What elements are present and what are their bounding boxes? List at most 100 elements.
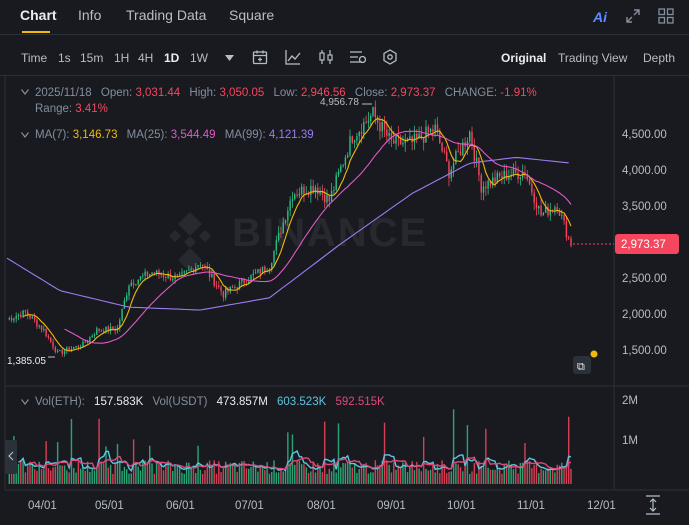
view-original[interactable]: Original xyxy=(501,51,547,65)
volume-bar xyxy=(402,462,404,484)
view-depth[interactable]: Depth xyxy=(643,51,676,65)
interval-dropdown-icon[interactable] xyxy=(225,55,234,61)
candle-body xyxy=(367,121,370,123)
collapse-volume-icon[interactable] xyxy=(21,399,29,405)
expand-icon[interactable] xyxy=(626,9,640,23)
candle-body xyxy=(73,347,75,349)
view-trading-view[interactable]: Trading View xyxy=(558,51,628,65)
volume-bar xyxy=(510,464,512,484)
candlesticks xyxy=(8,100,572,357)
candle-body xyxy=(245,283,248,285)
fit-scale-icon[interactable] xyxy=(646,495,660,515)
interval-1h[interactable]: 1H xyxy=(114,51,130,65)
volume-bar xyxy=(185,462,188,484)
ai-icon[interactable]: Ai xyxy=(593,9,607,25)
interval-1s[interactable]: 1s xyxy=(58,51,71,65)
high-label: High: xyxy=(189,87,217,99)
tab-square[interactable]: Square xyxy=(229,7,275,23)
price-chart[interactable]: BINANCE 4,956.78 1,385.05 4,500.00 4,000… xyxy=(0,76,689,525)
volume-bar xyxy=(47,468,50,484)
candle-body xyxy=(22,310,24,318)
interval-1w[interactable]: 1W xyxy=(190,51,208,65)
interval-15m[interactable]: 15m xyxy=(80,51,104,65)
candle-body xyxy=(381,121,383,132)
candle-body xyxy=(399,136,402,145)
tab-trading-data[interactable]: Trading Data xyxy=(126,7,207,23)
volume-bar xyxy=(282,471,284,484)
settings-icon[interactable] xyxy=(382,49,398,65)
calendar-icon[interactable] xyxy=(252,49,268,65)
candle-body xyxy=(517,172,519,179)
candlestick-type-icon[interactable] xyxy=(318,49,334,65)
candle-body xyxy=(142,275,144,277)
volume-bar xyxy=(326,473,328,484)
candle-body xyxy=(77,345,80,348)
candle-body xyxy=(132,282,135,285)
volume-bar xyxy=(264,470,266,484)
candle-body xyxy=(86,341,89,343)
volume-bar xyxy=(201,473,204,484)
price-tick: 1,500.00 xyxy=(622,345,667,357)
volume-bar xyxy=(17,463,20,484)
candle-body xyxy=(319,191,321,194)
volume-bar xyxy=(66,470,68,484)
candle-body xyxy=(195,267,197,272)
candle-body xyxy=(365,122,367,123)
volume-bar xyxy=(494,469,496,484)
interval-1d[interactable]: 1D xyxy=(164,51,180,65)
volume-bar xyxy=(411,461,413,484)
vol-ma2-value: 592.515K xyxy=(335,396,385,408)
candle-body xyxy=(501,176,503,178)
notes-button[interactable] xyxy=(573,356,591,374)
candle-body xyxy=(61,349,63,354)
candle-body xyxy=(386,129,388,136)
candle-body xyxy=(183,271,185,273)
volume-bar xyxy=(155,463,158,484)
volume-bar xyxy=(457,464,459,484)
candle-body xyxy=(204,266,206,267)
candle-body xyxy=(551,210,554,211)
volume-bar xyxy=(204,470,206,484)
volume-bar xyxy=(563,469,565,484)
volume-bar xyxy=(280,469,282,484)
candle-body xyxy=(314,187,317,193)
volume-bar xyxy=(229,463,232,484)
volume-bar xyxy=(178,467,181,484)
volume-bar xyxy=(188,462,190,484)
candle-body xyxy=(434,124,436,132)
candle-body xyxy=(556,207,558,211)
volume-bar xyxy=(165,463,167,484)
volume-bar xyxy=(139,470,142,484)
interval-4h[interactable]: 4H xyxy=(138,51,154,65)
candle-body xyxy=(211,273,213,277)
candle-body xyxy=(420,133,423,139)
volume-tick-2m: 2M xyxy=(622,395,638,407)
candle-body xyxy=(462,142,464,156)
volume-bar xyxy=(418,468,420,484)
candle-body xyxy=(413,133,416,143)
volume-bar xyxy=(390,472,393,484)
volume-bar xyxy=(300,464,303,484)
collapse-ma-icon[interactable] xyxy=(21,132,29,138)
chart-settings-icon[interactable] xyxy=(349,49,367,65)
candle-body xyxy=(344,157,347,166)
ma99-label: MA(99): xyxy=(224,129,266,141)
volume-bar xyxy=(199,469,202,484)
volume-bar xyxy=(554,472,556,484)
candle-body xyxy=(59,349,61,351)
candle-body xyxy=(277,232,280,241)
collapse-info-icon[interactable] xyxy=(21,89,29,95)
indicator-icon[interactable] xyxy=(285,49,301,65)
candle-body xyxy=(15,316,17,319)
candle-body xyxy=(155,270,158,274)
scroll-handle[interactable] xyxy=(5,440,17,474)
tab-chart[interactable]: Chart xyxy=(20,7,57,23)
candle-body xyxy=(519,177,522,179)
tab-info[interactable]: Info xyxy=(78,7,102,23)
candle-body xyxy=(404,139,406,144)
candle-body xyxy=(213,273,215,286)
volume-bar xyxy=(445,473,448,484)
grid-icon[interactable] xyxy=(658,8,674,24)
ma-info: MA(7): 3,146.73 MA(25): 3,544.49 MA(99):… xyxy=(35,129,314,141)
candle-body xyxy=(395,135,397,144)
